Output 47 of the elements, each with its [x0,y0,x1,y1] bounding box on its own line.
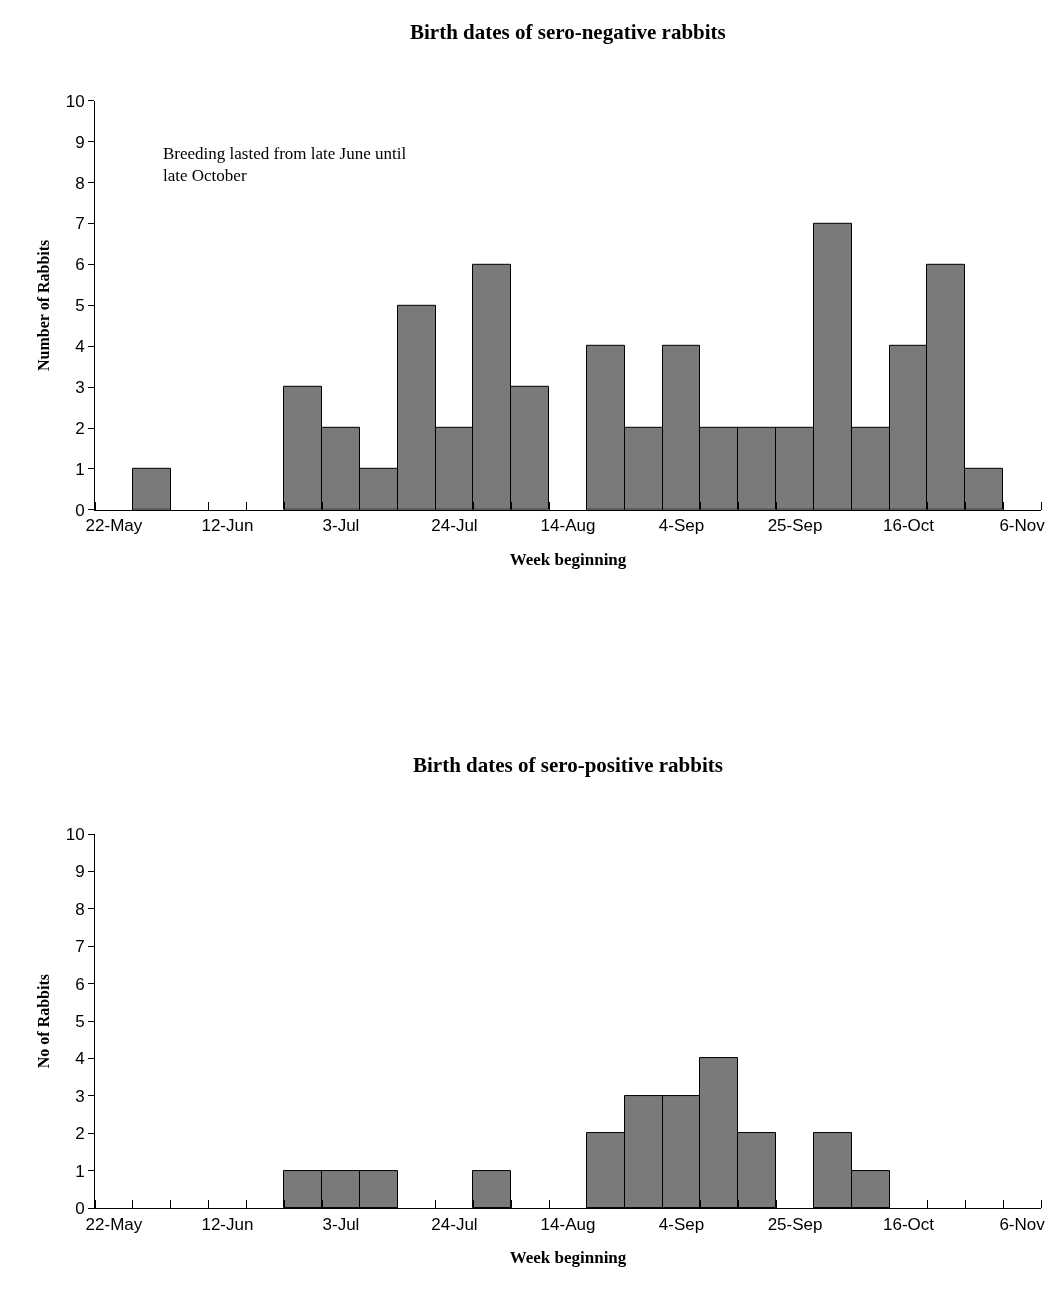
x-tick-label: 12-Jun [201,1214,254,1234]
y-tick-label: 2 [75,1124,85,1144]
x-tick-label: 12-Jun [201,516,254,536]
x-tick-label: 3-Jul [322,516,360,536]
x-tick-label: 24-Jul [431,1214,478,1234]
y-tick-label: 5 [75,1012,85,1032]
x-tick-label: 16-Oct [883,1214,935,1234]
x-tick-label: 25-Sep [767,1214,823,1234]
y-axis-title: No of Rabbits [34,974,52,1069]
y-axis-title: Number of Rabbits [34,239,52,371]
y-tick-label: 7 [75,214,85,234]
y-tick-label: 10 [65,825,85,845]
x-tick-label: 6-Nov [999,1214,1046,1234]
y-tick-label: 4 [75,1049,85,1069]
y-tick-label: 0 [75,1199,85,1219]
y-tick-label: 6 [75,255,85,275]
x-tick-label: 22-May [85,516,143,536]
chart-title: Birth dates of sero-positive rabbits [413,753,723,777]
y-tick-label: 0 [75,500,85,520]
y-tick-label: 3 [75,1086,85,1106]
y-tick-label: 3 [75,378,85,398]
x-tick-label: 14-Aug [540,1214,596,1234]
y-tick-label: 6 [75,974,85,994]
x-axis-title: Week beginning [509,1247,627,1267]
x-tick-label: 4-Sep [658,516,705,536]
y-tick-label: 1 [75,1161,85,1181]
x-tick-label: 4-Sep [658,1214,705,1234]
y-tick-label: 2 [75,418,85,438]
y-tick-label: 9 [75,862,85,882]
y-tick-label: 1 [75,459,85,479]
annotation: Breeding lasted from late June until late October [163,144,407,186]
x-tick-label: 16-Oct [883,516,935,536]
y-tick-label: 8 [75,899,85,919]
y-tick-label: 10 [65,91,85,111]
chart-title: Birth dates of sero-negative rabbits [410,20,726,44]
y-tick-label: 9 [75,132,85,152]
x-tick-label: 24-Jul [431,516,478,536]
y-tick-label: 7 [75,937,85,957]
y-tick-label: 5 [75,296,85,316]
x-tick-label: 3-Jul [322,1214,360,1234]
x-tick-label: 25-Sep [767,516,823,536]
x-axis-title: Week beginning [509,549,627,569]
x-tick-label: 14-Aug [540,516,596,536]
y-tick-label: 8 [75,173,85,193]
y-tick-label: 4 [75,337,85,357]
x-tick-label: 6-Nov [999,516,1046,536]
x-tick-label: 22-May [85,1214,143,1234]
